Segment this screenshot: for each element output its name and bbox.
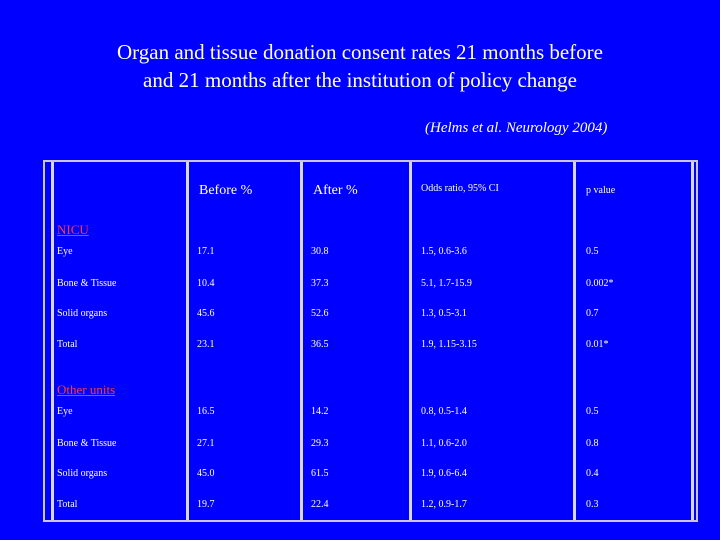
table-cell-label: Total (57, 339, 78, 350)
header-p-value: p value (586, 185, 616, 196)
table-cell-odds: 1.9, 0.6-6.4 (421, 468, 467, 479)
table-cell-label: Bone & Tissue (57, 438, 117, 449)
table-cell-label: Solid organs (57, 308, 108, 319)
table-cell-after: 29.3 (311, 438, 329, 449)
column-divider (186, 162, 189, 520)
table-cell-before: 19.7 (197, 499, 215, 510)
table-cell-after: 14.2 (311, 406, 329, 417)
table-cell-p: 0.01* (586, 339, 609, 350)
table-cell-p: 0.5 (586, 406, 599, 417)
section-label: NICU (55, 222, 91, 238)
table-cell-p: 0.8 (586, 438, 599, 449)
table-cell-before: 10.4 (197, 278, 215, 289)
table-cell-label: Eye (57, 406, 73, 417)
header-before: Before % (199, 183, 253, 198)
table-cell-before: 45.0 (197, 468, 215, 479)
title-line-1: Organ and tissue donation consent rates … (116, 40, 603, 64)
table-cell-label: Solid organs (57, 468, 108, 479)
data-table: Before % After % Odds ratio, 95% CI p va… (43, 160, 698, 522)
table-cell-odds: 1.3, 0.5-3.1 (421, 308, 467, 319)
table-cell-before: 16.5 (197, 406, 215, 417)
table-cell-after: 61.5 (311, 468, 329, 479)
table-cell-odds: 1.2, 0.9-1.7 (421, 499, 467, 510)
table-cell-after: 37.3 (311, 278, 329, 289)
table-cell-before: 23.1 (197, 339, 215, 350)
table-cell-p: 0.3 (586, 499, 599, 510)
table-cell-odds: 5.1, 1.7-15.9 (421, 278, 472, 289)
table-cell-before: 45.6 (197, 308, 215, 319)
column-divider (691, 162, 694, 520)
table-cell-after: 22.4 (311, 499, 329, 510)
table-cell-before: 17.1 (197, 246, 215, 257)
table-cell-odds: 1.9, 1.15-3.15 (421, 339, 477, 350)
table-cell-label: Total (57, 499, 78, 510)
table-cell-after: 30.8 (311, 246, 329, 257)
column-divider (51, 162, 54, 520)
citation: (Helms et al. Neurology 2004) (425, 120, 608, 136)
slide-title: Organ and tissue donation consent rates … (0, 38, 720, 94)
table-cell-label: Bone & Tissue (57, 278, 117, 289)
table-cell-before: 27.1 (197, 438, 215, 449)
table-cell-p: 0.4 (586, 468, 599, 479)
header-odds-ratio: Odds ratio, 95% CI (421, 183, 499, 194)
table-cell-odds: 0.8, 0.5-1.4 (421, 406, 467, 417)
table-cell-p: 0.002* (586, 278, 614, 289)
table-cell-odds: 1.5, 0.6-3.6 (421, 246, 467, 257)
table-cell-p: 0.5 (586, 246, 599, 257)
table-cell-label: Eye (57, 246, 73, 257)
column-divider (573, 162, 576, 520)
header-after: After % (313, 183, 358, 198)
section-label: Other units (55, 382, 118, 398)
title-line-2: and 21 months after the institution of p… (143, 68, 577, 92)
column-divider (300, 162, 303, 520)
table-cell-odds: 1.1, 0.6-2.0 (421, 438, 467, 449)
table-cell-after: 52.6 (311, 308, 329, 319)
table-cell-after: 36.5 (311, 339, 329, 350)
table-cell-p: 0.7 (586, 308, 599, 319)
column-divider (409, 162, 412, 520)
